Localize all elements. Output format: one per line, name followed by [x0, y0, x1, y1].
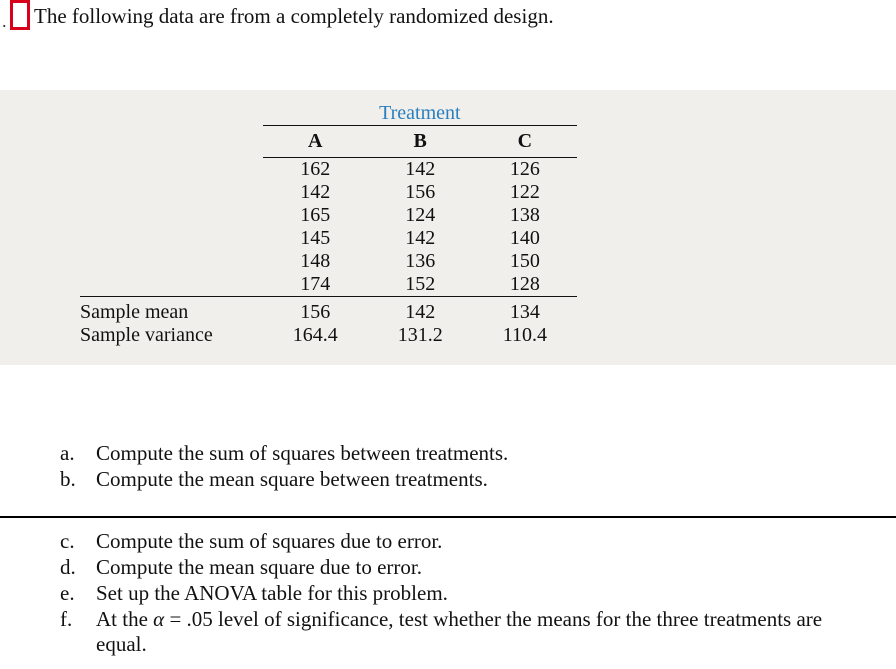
problem-marker-dot: . — [2, 12, 7, 30]
table-row: 148136150 — [80, 250, 577, 273]
divider-line — [0, 516, 896, 518]
treatment-table: Treatment A B C 162142126 142156122 1651… — [80, 102, 577, 347]
questions-block-bottom: c. Compute the sum of squares due to err… — [60, 528, 860, 658]
highlight-box — [10, 0, 30, 30]
question-c: c. Compute the sum of squares due to err… — [60, 529, 860, 554]
col-a: A — [263, 126, 368, 158]
question-label: e. — [60, 581, 96, 606]
question-label: f. — [60, 607, 96, 657]
table-row: 165124138 — [80, 204, 577, 227]
intro-text: The following data are from a completely… — [34, 4, 554, 29]
questions-block-top: a. Compute the sum of squares between tr… — [60, 440, 860, 493]
data-table-container: Treatment A B C 162142126 142156122 1651… — [0, 90, 896, 365]
table-row: 142156122 — [80, 181, 577, 204]
question-text: Compute the mean square between treatmen… — [96, 467, 860, 492]
summary-row-mean: Sample mean 156 142 134 — [80, 297, 577, 325]
question-text: Compute the mean square due to error. — [96, 555, 860, 580]
summary-row-variance: Sample variance 164.4 131.2 110.4 — [80, 324, 577, 347]
question-text: At the α = .05 level of significance, te… — [96, 607, 860, 657]
table-row: 162142126 — [80, 158, 577, 182]
col-b: B — [368, 126, 473, 158]
table-row: 145142140 — [80, 227, 577, 250]
question-f: f. At the α = .05 level of significance,… — [60, 607, 860, 657]
column-header-row: A B C — [80, 126, 577, 158]
question-text: Compute the sum of squares due to error. — [96, 529, 860, 554]
question-label: d. — [60, 555, 96, 580]
sample-variance-label: Sample variance — [80, 324, 263, 347]
question-label: b. — [60, 467, 96, 492]
question-text: Set up the ANOVA table for this problem. — [96, 581, 860, 606]
question-d: d. Compute the mean square due to error. — [60, 555, 860, 580]
question-label: a. — [60, 441, 96, 466]
table-row: 174152128 — [80, 273, 577, 297]
question-a: a. Compute the sum of squares between tr… — [60, 441, 860, 466]
treatment-header: Treatment — [263, 102, 577, 126]
question-e: e. Set up the ANOVA table for this probl… — [60, 581, 860, 606]
question-text: Compute the sum of squares between treat… — [96, 441, 860, 466]
col-c: C — [473, 126, 577, 158]
sample-mean-label: Sample mean — [80, 297, 263, 325]
question-label: c. — [60, 529, 96, 554]
question-b: b. Compute the mean square between treat… — [60, 467, 860, 492]
